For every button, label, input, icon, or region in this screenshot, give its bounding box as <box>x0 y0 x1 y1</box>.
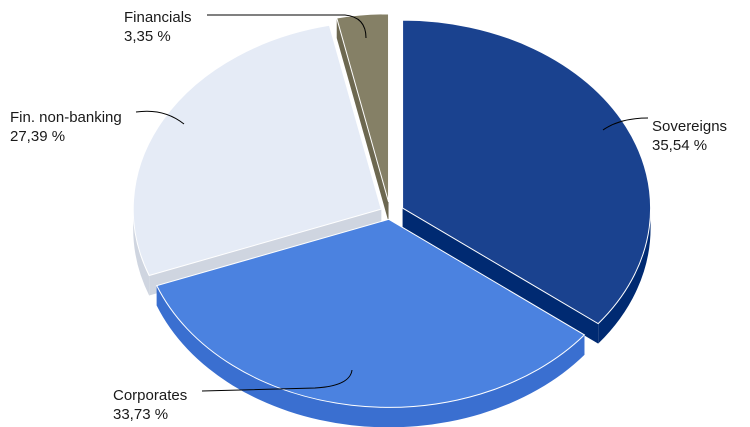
leader-line-corporates <box>201 369 353 392</box>
data-label-fin-non-banking: Fin. non-banking 27,39 % <box>10 109 122 145</box>
leader-lines <box>135 14 649 392</box>
pie-slice-corporates <box>156 218 586 408</box>
data-label-name-corporates: Corporates <box>113 387 187 404</box>
pie-side-corporates <box>156 285 585 427</box>
pie-cut-sovereigns-1 <box>402 208 599 344</box>
pie-side-fin-non-banking <box>133 209 150 296</box>
data-label-sovereigns: Sovereigns 35,54 % <box>652 118 727 154</box>
leader-line-financials <box>207 14 367 39</box>
pie-slice-fin-non-banking <box>132 24 382 277</box>
data-label-corporates: Corporates 33,73 % <box>113 387 187 423</box>
leader-line-fin-non-banking <box>135 110 185 125</box>
data-labels: Sovereigns 35,54 % Corporates 33,73 % Fin. n… <box>10 9 727 423</box>
data-label-name-fin-non-banking: Fin. non-banking <box>10 109 122 126</box>
pie-slices <box>132 13 652 408</box>
pie-cut-financials-0 <box>336 18 389 222</box>
pie-slice-financials <box>336 13 390 202</box>
data-label-name-sovereigns: Sovereigns <box>652 118 727 135</box>
data-label-value-fin-non-banking: 27,39 % <box>10 128 65 145</box>
data-label-name-financials: Financials <box>124 9 192 26</box>
data-label-value-financials: 3,35 % <box>124 28 171 45</box>
data-label-financials: Financials 3,35 % <box>124 9 192 45</box>
data-label-value-corporates: 33,73 % <box>113 406 168 423</box>
leader-line-sovereigns <box>602 117 649 131</box>
pie-slice-sovereigns <box>402 19 652 325</box>
data-label-value-sovereigns: 35,54 % <box>652 137 707 154</box>
